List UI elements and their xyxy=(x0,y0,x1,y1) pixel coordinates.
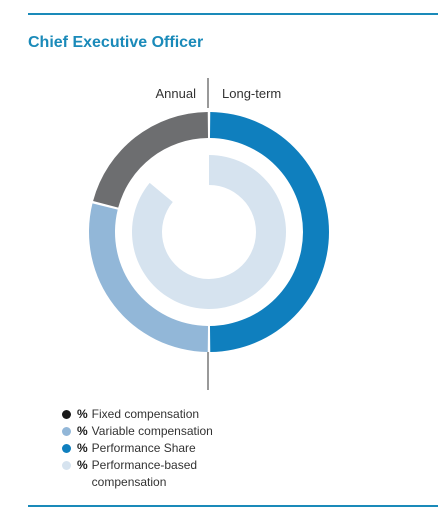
legend-pct: % xyxy=(77,458,88,472)
label-long-term: Long-term xyxy=(222,86,281,101)
legend-label: Performance Share xyxy=(91,441,196,455)
legend-label: Variable compensation xyxy=(91,424,213,438)
legend-swatch-performance-based xyxy=(62,461,71,470)
top-rule xyxy=(28,13,438,15)
segment-fixed-compensation xyxy=(93,112,209,208)
chart-title: Chief Executive Officer xyxy=(28,34,204,51)
legend-pct: % xyxy=(77,407,88,421)
legend-swatch-variable xyxy=(62,427,71,436)
bottom-rule xyxy=(28,505,438,507)
inner-ring xyxy=(132,155,286,309)
legend-pct: % xyxy=(77,441,88,455)
legend-swatch-fixed xyxy=(62,410,71,419)
segment-performance-share xyxy=(209,112,329,352)
legend-pct: % xyxy=(77,424,88,438)
legend-swatch-performance-share xyxy=(62,444,71,453)
label-annual: Annual xyxy=(156,86,197,101)
segment-variable-compensation xyxy=(89,203,209,352)
legend-item-variable: % Variable compensation xyxy=(62,423,252,440)
legend: % Fixed compensation % Variable compensa… xyxy=(62,406,252,491)
legend-item-fixed: % Fixed compensation xyxy=(62,406,252,423)
legend-item-performance-based: % Performance-based compensation xyxy=(62,457,252,491)
legend-label: Fixed compensation xyxy=(91,407,200,421)
outer-ring xyxy=(89,112,329,352)
legend-item-performance-share: % Performance Share xyxy=(62,440,252,457)
segment-performance-based-compensation xyxy=(132,155,286,309)
legend-label: Performance-based compensation xyxy=(91,458,198,489)
